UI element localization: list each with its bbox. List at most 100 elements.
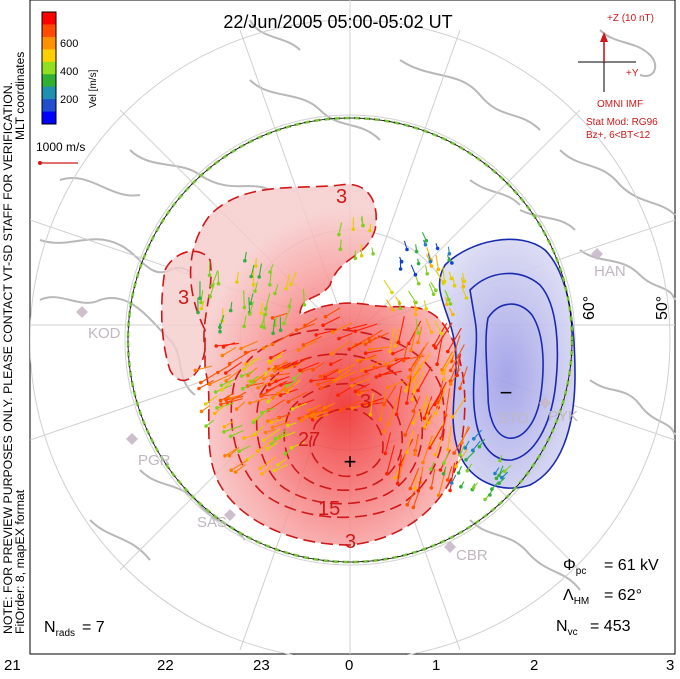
vector-origin — [434, 453, 438, 457]
vector-origin — [416, 341, 420, 345]
vector-origin — [448, 489, 452, 493]
vector-origin — [503, 470, 507, 474]
vector-origin — [208, 382, 212, 386]
lat-label-60: 60° — [581, 296, 598, 320]
mlt-tick: 21 — [4, 657, 21, 674]
vector-origin — [414, 313, 418, 317]
vector-origin — [414, 273, 418, 277]
vector-origin — [397, 340, 401, 344]
vector-origin — [441, 371, 445, 375]
colorbar-swatch — [42, 24, 56, 37]
station-label-cbr: CBR — [456, 547, 488, 564]
vector-origin — [252, 283, 256, 287]
vector-origin — [200, 307, 204, 311]
vector-origin — [249, 275, 253, 279]
mlt-tick: 3 — [666, 657, 674, 674]
vector-origin — [314, 333, 318, 337]
vector-origin — [279, 383, 283, 387]
vector-origin — [500, 476, 504, 480]
vector-origin — [447, 258, 451, 262]
vector-origin — [276, 463, 280, 467]
vector-origin — [241, 387, 245, 391]
vector-origin — [493, 472, 497, 476]
vector-origin — [295, 328, 299, 332]
mlt-tick: 2 — [530, 657, 538, 674]
vector-origin — [384, 362, 388, 366]
vector-origin — [288, 305, 292, 309]
vector-origin — [223, 454, 227, 458]
vector-origin — [457, 471, 461, 475]
vector-origin — [449, 369, 453, 373]
vector-origin — [405, 248, 409, 252]
vector-origin — [224, 371, 228, 375]
vector-origin — [243, 259, 247, 263]
vector-origin — [262, 439, 266, 443]
vector-origin — [319, 375, 323, 379]
vector-origin — [226, 401, 230, 405]
vector-origin — [427, 421, 431, 425]
colorbar-tick-600: 600 — [60, 38, 78, 50]
mlt-tick: 22 — [157, 657, 174, 674]
contour-label: 3 — [336, 186, 347, 208]
vector-origin — [286, 424, 290, 428]
vector-origin — [242, 368, 246, 372]
vector-origin — [434, 346, 438, 350]
contour-label: 3 — [345, 531, 356, 553]
vector-origin — [465, 296, 469, 300]
vector-origin — [472, 486, 476, 490]
vector-origin — [348, 347, 352, 351]
vector-origin — [273, 369, 277, 373]
vector-origin — [310, 414, 314, 418]
vector-origin — [360, 369, 364, 373]
vector-origin — [417, 262, 421, 266]
contour-label: 3 — [178, 287, 189, 309]
vector-origin — [368, 229, 372, 233]
vector-origin — [432, 292, 436, 296]
vector-origin — [330, 352, 334, 356]
vector-origin — [220, 384, 224, 388]
vector-origin — [371, 252, 375, 256]
vector-origin — [425, 239, 429, 243]
vector-origin — [445, 303, 449, 307]
vector-origin — [434, 289, 438, 293]
vector-origin — [369, 413, 373, 417]
colorbar-swatch — [42, 37, 56, 50]
vector-origin — [230, 468, 234, 472]
svg-text:Nrads: Nrads — [44, 619, 75, 639]
velocity-vector — [384, 280, 392, 292]
vector-origin — [254, 264, 258, 268]
contour-label: 15 — [318, 498, 340, 520]
vector-origin — [268, 270, 272, 274]
vector-origin — [216, 371, 220, 375]
vector-origin — [434, 411, 438, 415]
vector-origin — [446, 350, 450, 354]
vector-origin — [387, 366, 391, 370]
vector-origin — [234, 470, 238, 474]
vector-origin — [200, 410, 204, 414]
vector-origin — [436, 247, 440, 251]
vector-origin — [361, 224, 365, 228]
vector-origin — [435, 362, 439, 366]
vector-origin — [271, 332, 275, 336]
vector-origin — [368, 340, 372, 344]
vector-origin — [194, 369, 198, 373]
vector-origin — [271, 426, 275, 430]
vector-origin — [356, 359, 360, 363]
vector-origin — [375, 375, 379, 379]
vector-origin — [347, 327, 351, 331]
vector-origin — [429, 467, 433, 471]
imf-clock: +Z (10 nT) +Y OMNI IMF Stat Mod: RG96 Bz… — [578, 13, 658, 141]
vector-origin — [219, 403, 223, 407]
vector-origin — [430, 486, 434, 490]
imf-conditions: Bz+, 6<BT<12 — [586, 130, 651, 141]
colorbar-swatch — [42, 87, 56, 100]
vector-origin — [351, 406, 355, 410]
vector-origin — [409, 349, 413, 353]
vector-origin — [303, 303, 307, 307]
vector-origin — [402, 359, 406, 363]
vector-origin — [337, 233, 341, 237]
vector-origin — [409, 487, 413, 491]
vector-origin — [289, 282, 293, 286]
vector-origin — [268, 362, 272, 366]
